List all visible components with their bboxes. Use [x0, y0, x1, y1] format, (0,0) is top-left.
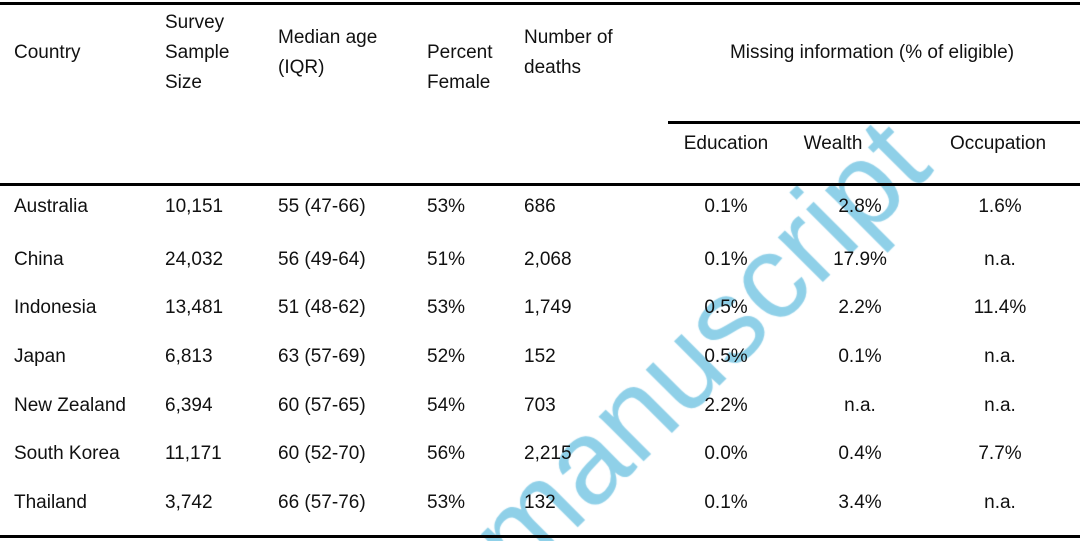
cell-missing-wealth: 0.4% [838, 443, 882, 464]
top-rule [0, 2, 1080, 5]
cell-median-age: 63 (57-69) [278, 346, 366, 367]
header-missing-information: Missing information (% of eligible) [729, 42, 1015, 63]
cell-missing-education: 0.1% [704, 196, 748, 217]
cell-missing-education: 0.5% [704, 297, 748, 318]
cell-percent-female: 53% [427, 196, 466, 217]
header-sample: Sample [165, 42, 230, 63]
cell-country: Japan [14, 346, 66, 367]
cell-country: Australia [14, 196, 88, 217]
cell-percent-female: 53% [427, 297, 466, 318]
cell-percent-female: 53% [427, 492, 466, 513]
cell-median-age: 51 (48-62) [278, 297, 366, 318]
cell-percent-female: 52% [427, 346, 466, 367]
cell-missing-occupation: n.a. [984, 395, 1016, 416]
cell-deaths: 132 [524, 492, 556, 513]
cell-missing-education: 0.0% [704, 443, 748, 464]
cell-missing-education: 0.5% [704, 346, 748, 367]
cell-missing-wealth: 2.2% [838, 297, 882, 318]
header-median-age: Median age [278, 27, 378, 48]
header-country: Country [14, 42, 81, 63]
cell-percent-female: 54% [427, 395, 466, 416]
cell-sample-size: 10,151 [165, 196, 224, 217]
bottom-rule [0, 535, 1080, 538]
cell-missing-education: 2.2% [704, 395, 748, 416]
cell-median-age: 60 (52-70) [278, 443, 366, 464]
cell-missing-wealth: n.a. [844, 395, 876, 416]
cell-missing-education: 0.1% [704, 249, 748, 270]
cell-deaths: 2,215 [524, 443, 572, 464]
cell-sample-size: 24,032 [165, 249, 224, 270]
cell-missing-occupation: 7.7% [978, 443, 1022, 464]
cell-missing-occupation: 11.4% [973, 297, 1027, 318]
cell-missing-wealth: 0.1% [838, 346, 882, 367]
subheader-rule [668, 121, 1080, 124]
cell-missing-wealth: 2.8% [838, 196, 882, 217]
cell-country: New Zealand [14, 395, 126, 416]
cell-missing-occupation: n.a. [984, 249, 1016, 270]
cell-deaths: 686 [524, 196, 556, 217]
header-occupation: Occupation [949, 133, 1047, 154]
cell-missing-occupation: 1.6% [978, 196, 1022, 217]
cell-median-age: 66 (57-76) [278, 492, 366, 513]
header-female: Percent [427, 42, 493, 63]
cell-missing-wealth: 3.4% [838, 492, 882, 513]
header-deaths: Number of [524, 27, 613, 48]
cell-sample-size: 3,742 [165, 492, 213, 513]
header-median-age: (IQR) [278, 57, 325, 78]
cell-missing-occupation: n.a. [984, 346, 1016, 367]
cell-median-age: 55 (47-66) [278, 196, 366, 217]
cell-sample-size: 13,481 [165, 297, 224, 318]
cell-deaths: 703 [524, 395, 556, 416]
header-female: Female [427, 72, 491, 93]
header-sample: Size [165, 72, 202, 93]
cell-sample-size: 11,171 [165, 443, 222, 464]
cell-deaths: 1,749 [524, 297, 572, 318]
header-deaths: deaths [524, 57, 582, 78]
cell-median-age: 60 (57-65) [278, 395, 366, 416]
header-education: Education [683, 133, 769, 154]
cell-missing-wealth: 17.9% [833, 249, 887, 270]
cell-percent-female: 51% [427, 249, 466, 270]
cell-missing-occupation: n.a. [984, 492, 1016, 513]
header-rule [0, 183, 1080, 186]
header-sample: Survey [165, 12, 225, 33]
cell-sample-size: 6,813 [165, 346, 213, 367]
cell-deaths: 2,068 [524, 249, 572, 270]
cell-median-age: 56 (49-64) [278, 249, 366, 270]
header-wealth: Wealth [803, 133, 863, 154]
cell-percent-female: 56% [427, 443, 466, 464]
cell-country: China [14, 249, 64, 270]
cell-country: South Korea [14, 443, 120, 464]
cell-country: Thailand [14, 492, 87, 513]
cell-sample-size: 6,394 [165, 395, 213, 416]
cell-missing-education: 0.1% [704, 492, 748, 513]
cell-country: Indonesia [14, 297, 97, 318]
cell-deaths: 152 [524, 346, 556, 367]
